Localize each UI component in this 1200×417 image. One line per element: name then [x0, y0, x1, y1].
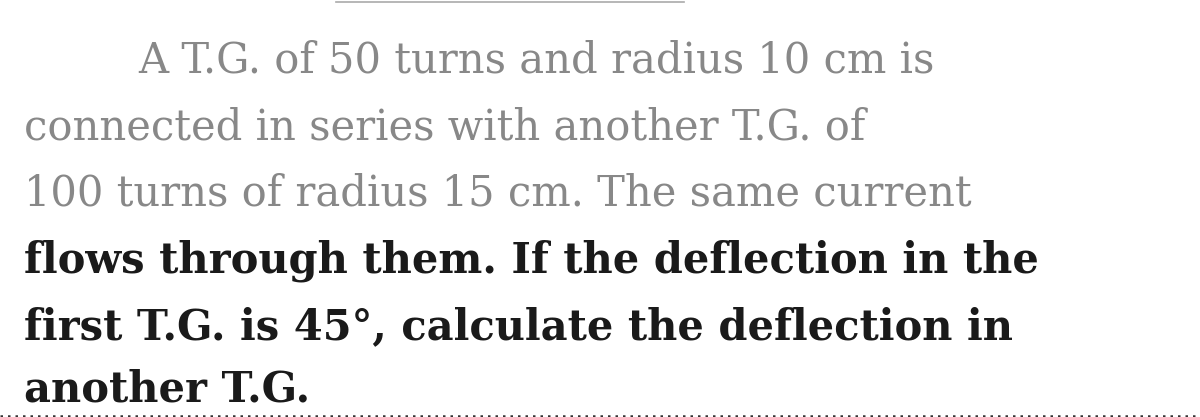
Text: flows through them. If the deflection in the: flows through them. If the deflection in… [24, 239, 1039, 282]
Text: another T.G.: another T.G. [24, 369, 310, 411]
Text: A T.G. of 50 turns and radius 10 cm is: A T.G. of 50 turns and radius 10 cm is [138, 40, 935, 81]
Text: 100 turns of radius 15 cm. The same current: 100 turns of radius 15 cm. The same curr… [24, 173, 972, 215]
Text: connected in series with another T.G. of: connected in series with another T.G. of [24, 106, 865, 148]
Text: first T.G. is 45°, calculate the deflection in: first T.G. is 45°, calculate the deflect… [24, 306, 1013, 348]
